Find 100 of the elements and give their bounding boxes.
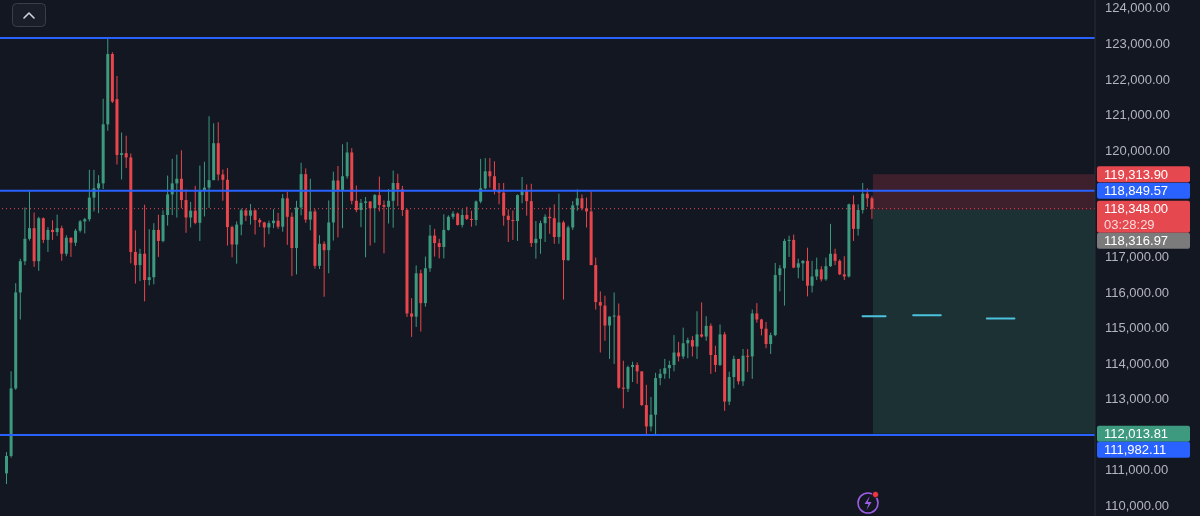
- candlestick: [46, 226, 50, 253]
- candlestick: [608, 315, 612, 360]
- candlestick: [621, 360, 625, 409]
- y-tick-label: 111,000.00: [1105, 462, 1169, 478]
- candlestick: [51, 219, 55, 241]
- candlestick: [492, 160, 496, 195]
- candlestick: [230, 225, 234, 258]
- candlestick: [410, 297, 414, 338]
- candlestick: [166, 175, 170, 227]
- candlestick: [686, 337, 690, 359]
- candlestick: [690, 335, 694, 357]
- candlestick: [87, 169, 91, 222]
- y-tick-label: 110,000.00: [1105, 497, 1170, 513]
- candlestick: [829, 223, 832, 268]
- y-tick-label: 113,000.00: [1105, 391, 1170, 407]
- candlestick: [663, 358, 667, 380]
- candlestick: [235, 220, 239, 265]
- candlestick: [239, 208, 243, 236]
- candlestick: [156, 214, 160, 258]
- candlestick: [97, 174, 101, 214]
- candlestick: [534, 220, 538, 260]
- candlestick: [322, 240, 326, 298]
- candlestick: [262, 221, 266, 248]
- y-tick-label: 117,000.00: [1105, 249, 1170, 265]
- candlestick: [700, 301, 704, 339]
- candlestick: [755, 302, 759, 324]
- candlestick: [221, 169, 225, 202]
- y-tick-label: 120,000.00: [1105, 142, 1171, 158]
- candlestick: [778, 264, 782, 292]
- candlestick: [391, 170, 395, 229]
- candlestick: [736, 358, 740, 386]
- candlestick: [810, 260, 814, 293]
- candlestick: [746, 348, 750, 373]
- candlestick: [276, 212, 280, 230]
- candlestick: [575, 188, 579, 212]
- candlestick: [631, 361, 635, 383]
- candlestick: [681, 327, 685, 360]
- y-tick-label: 122,000.00: [1105, 71, 1171, 87]
- candlestick: [318, 234, 322, 270]
- candlestick: [815, 257, 819, 281]
- candlestick: [483, 157, 487, 190]
- y-tick-label: 116,000.00: [1105, 284, 1170, 300]
- candlestick: [506, 208, 510, 243]
- candlestick: [695, 310, 699, 360]
- candlestick: [267, 220, 271, 235]
- candlestick: [833, 248, 837, 266]
- candlestick: [856, 203, 860, 237]
- candlestick: [147, 228, 151, 286]
- candlestick: [5, 451, 8, 485]
- candlestick: [824, 257, 828, 282]
- text: 118,316.97: [1104, 233, 1169, 249]
- candlestick: [713, 345, 717, 373]
- candlestick: [764, 321, 768, 349]
- candlestick: [64, 234, 68, 257]
- candlestick: [557, 193, 561, 245]
- candlestick: [603, 295, 607, 342]
- candlestick: [41, 216, 45, 244]
- candlestick: [341, 143, 345, 229]
- candlestick: [133, 229, 137, 285]
- candlestick: [189, 201, 193, 228]
- candlestick: [124, 135, 128, 169]
- candlestick: [538, 220, 542, 255]
- y-tick-label: 114,000.00: [1105, 355, 1170, 371]
- candlestick: [55, 214, 59, 237]
- candlestick: [437, 238, 441, 259]
- candlestick: [649, 396, 653, 432]
- candlestick: [787, 235, 791, 258]
- band-label: 112,013.81: [1104, 426, 1169, 442]
- candlestick: [120, 132, 124, 180]
- candlestick: [442, 213, 446, 259]
- candlestick: [543, 213, 547, 243]
- candlestick: [488, 157, 492, 189]
- candlestick: [598, 290, 602, 354]
- candlestick: [571, 200, 575, 231]
- candlestick: [28, 190, 32, 242]
- candlestick: [732, 355, 736, 389]
- y-tick-label: 121,000.00: [1105, 107, 1171, 123]
- ref-line-label: 111,982.11: [1104, 442, 1167, 458]
- band-label: 119,313.90: [1104, 166, 1169, 182]
- candlestick: [796, 258, 800, 279]
- candlestick: [612, 291, 616, 365]
- candlestick: [635, 361, 639, 385]
- candlestick: [460, 208, 464, 228]
- ref-line-label: 118,849.57: [1104, 183, 1169, 199]
- candlestick: [396, 173, 400, 207]
- candlestick: [842, 255, 846, 281]
- candlestick: [387, 188, 391, 225]
- candlestick: [626, 365, 630, 393]
- candlestick: [474, 199, 478, 227]
- candlestick: [364, 196, 368, 258]
- candlestick: [373, 193, 377, 244]
- candlestick: [644, 384, 648, 435]
- candlestick: [672, 334, 676, 372]
- candlestick: [469, 210, 473, 228]
- candlestick: [359, 198, 363, 228]
- y-tick-label: 124,000.00: [1105, 0, 1171, 16]
- y-tick-label: 123,000.00: [1105, 35, 1171, 51]
- candlestick: [511, 209, 515, 241]
- candlestick: [23, 207, 27, 266]
- candlestick: [433, 228, 437, 258]
